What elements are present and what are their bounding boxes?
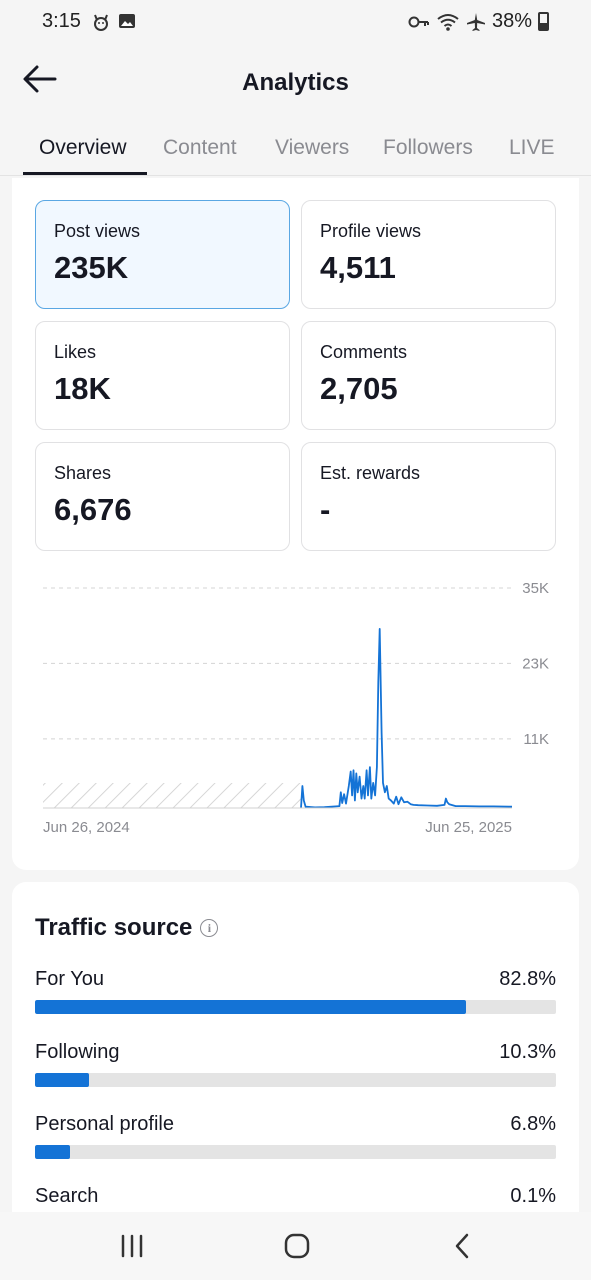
- traffic-source-title: Traffic source i: [35, 914, 219, 942]
- stat-value: 4,511: [320, 250, 396, 285]
- home-icon: [284, 1233, 310, 1259]
- image-icon: [119, 14, 135, 28]
- no-data-region: [43, 783, 301, 808]
- page-title: Analytics: [242, 69, 349, 96]
- traffic-source-heading: Traffic source: [35, 914, 193, 941]
- info-icon[interactable]: i: [200, 919, 219, 937]
- tab-viewers[interactable]: Viewers: [275, 136, 350, 159]
- tab-content[interactable]: Content: [163, 136, 237, 159]
- wifi-icon: [437, 13, 459, 31]
- traffic-label: Following: [35, 1041, 120, 1063]
- traffic-bar-track: [35, 1073, 556, 1087]
- stat-label: Shares: [54, 463, 112, 483]
- y-tick-label: 35K: [522, 580, 549, 597]
- home-button[interactable]: [277, 1228, 317, 1264]
- traffic-row-following: Following 10.3%: [35, 1041, 556, 1101]
- stat-likes[interactable]: Likes 18K: [35, 321, 290, 430]
- battery-percent: 38%: [491, 10, 532, 32]
- tab-followers[interactable]: Followers: [383, 136, 473, 159]
- traffic-value: 10.3%: [499, 1041, 556, 1063]
- traffic-source-card: Traffic source i For You 82.8% Following…: [12, 882, 579, 1212]
- traffic-label: For You: [35, 968, 104, 990]
- arrow-left-icon: [23, 65, 57, 93]
- stat-post-views[interactable]: Post views 235K: [35, 200, 290, 309]
- traffic-value: 82.8%: [499, 968, 556, 990]
- battery-icon: [538, 12, 549, 31]
- stat-value: -: [320, 492, 331, 527]
- stat-label: Est. rewards: [320, 463, 421, 483]
- recent-apps-icon: [121, 1234, 143, 1258]
- notification-cat-icon: [94, 14, 108, 31]
- traffic-value: 6.8%: [510, 1113, 556, 1135]
- active-tab-indicator: [23, 172, 147, 175]
- traffic-value: 0.1%: [510, 1185, 556, 1207]
- back-button[interactable]: [22, 64, 62, 100]
- traffic-bar-track: [35, 1000, 556, 1014]
- tab-bar: Overview Content Viewers Followers LIVE: [0, 128, 591, 176]
- stat-shares[interactable]: Shares 6,676: [35, 442, 290, 551]
- traffic-row-for-you: For You 82.8%: [35, 968, 556, 1028]
- overview-card: Post views 235K Profile views 4,511 Like…: [12, 178, 579, 870]
- tab-overview[interactable]: Overview: [39, 136, 127, 159]
- status-right: 38%: [408, 10, 549, 33]
- series-line: [300, 628, 513, 809]
- recent-apps-button[interactable]: [112, 1228, 152, 1264]
- y-tick-label: 23K: [522, 655, 549, 672]
- traffic-bar-fill: [35, 1000, 467, 1014]
- status-notification-icons: [92, 12, 136, 32]
- tab-live[interactable]: LIVE: [509, 136, 555, 159]
- stat-est-rewards[interactable]: Est. rewards -: [301, 442, 556, 551]
- stat-comments[interactable]: Comments 2,705: [301, 321, 556, 430]
- traffic-bar-fill: [35, 1145, 71, 1159]
- y-tick-label: 11K: [523, 731, 549, 748]
- traffic-label: Personal profile: [35, 1113, 174, 1135]
- traffic-bar-track: [35, 1145, 556, 1159]
- traffic-bar-fill: [35, 1073, 89, 1087]
- traffic-label: Search: [35, 1185, 99, 1207]
- status-time: 3:15: [42, 10, 81, 32]
- stat-value: 18K: [54, 371, 111, 406]
- stat-label: Post views: [54, 221, 141, 241]
- x-tick-label-start: Jun 26, 2024: [43, 819, 130, 836]
- system-back-button[interactable]: [443, 1228, 483, 1264]
- stat-profile-views[interactable]: Profile views 4,511: [301, 200, 556, 309]
- stat-value: 6,676: [54, 492, 132, 527]
- traffic-row-personal-profile: Personal profile 6.8%: [35, 1113, 556, 1173]
- airplane-icon: [466, 12, 485, 31]
- status-bar: 3:15 38%: [0, 0, 591, 44]
- x-tick-label-end: Jun 25, 2025: [425, 819, 512, 836]
- stat-label: Profile views: [320, 221, 422, 241]
- back-icon: [455, 1233, 469, 1259]
- stat-value: 2,705: [320, 371, 398, 406]
- stat-value: 235K: [54, 250, 129, 285]
- stat-label: Comments: [320, 342, 408, 362]
- key-icon: [408, 16, 429, 27]
- stat-label: Likes: [54, 342, 97, 362]
- post-views-chart: 35K 23K 11K Jun 26, 2024 Jun 25, 2025: [43, 580, 549, 836]
- traffic-row-search: Search 0.1%: [35, 1185, 556, 1212]
- header: Analytics: [0, 44, 591, 120]
- system-nav-bar: [0, 1212, 591, 1280]
